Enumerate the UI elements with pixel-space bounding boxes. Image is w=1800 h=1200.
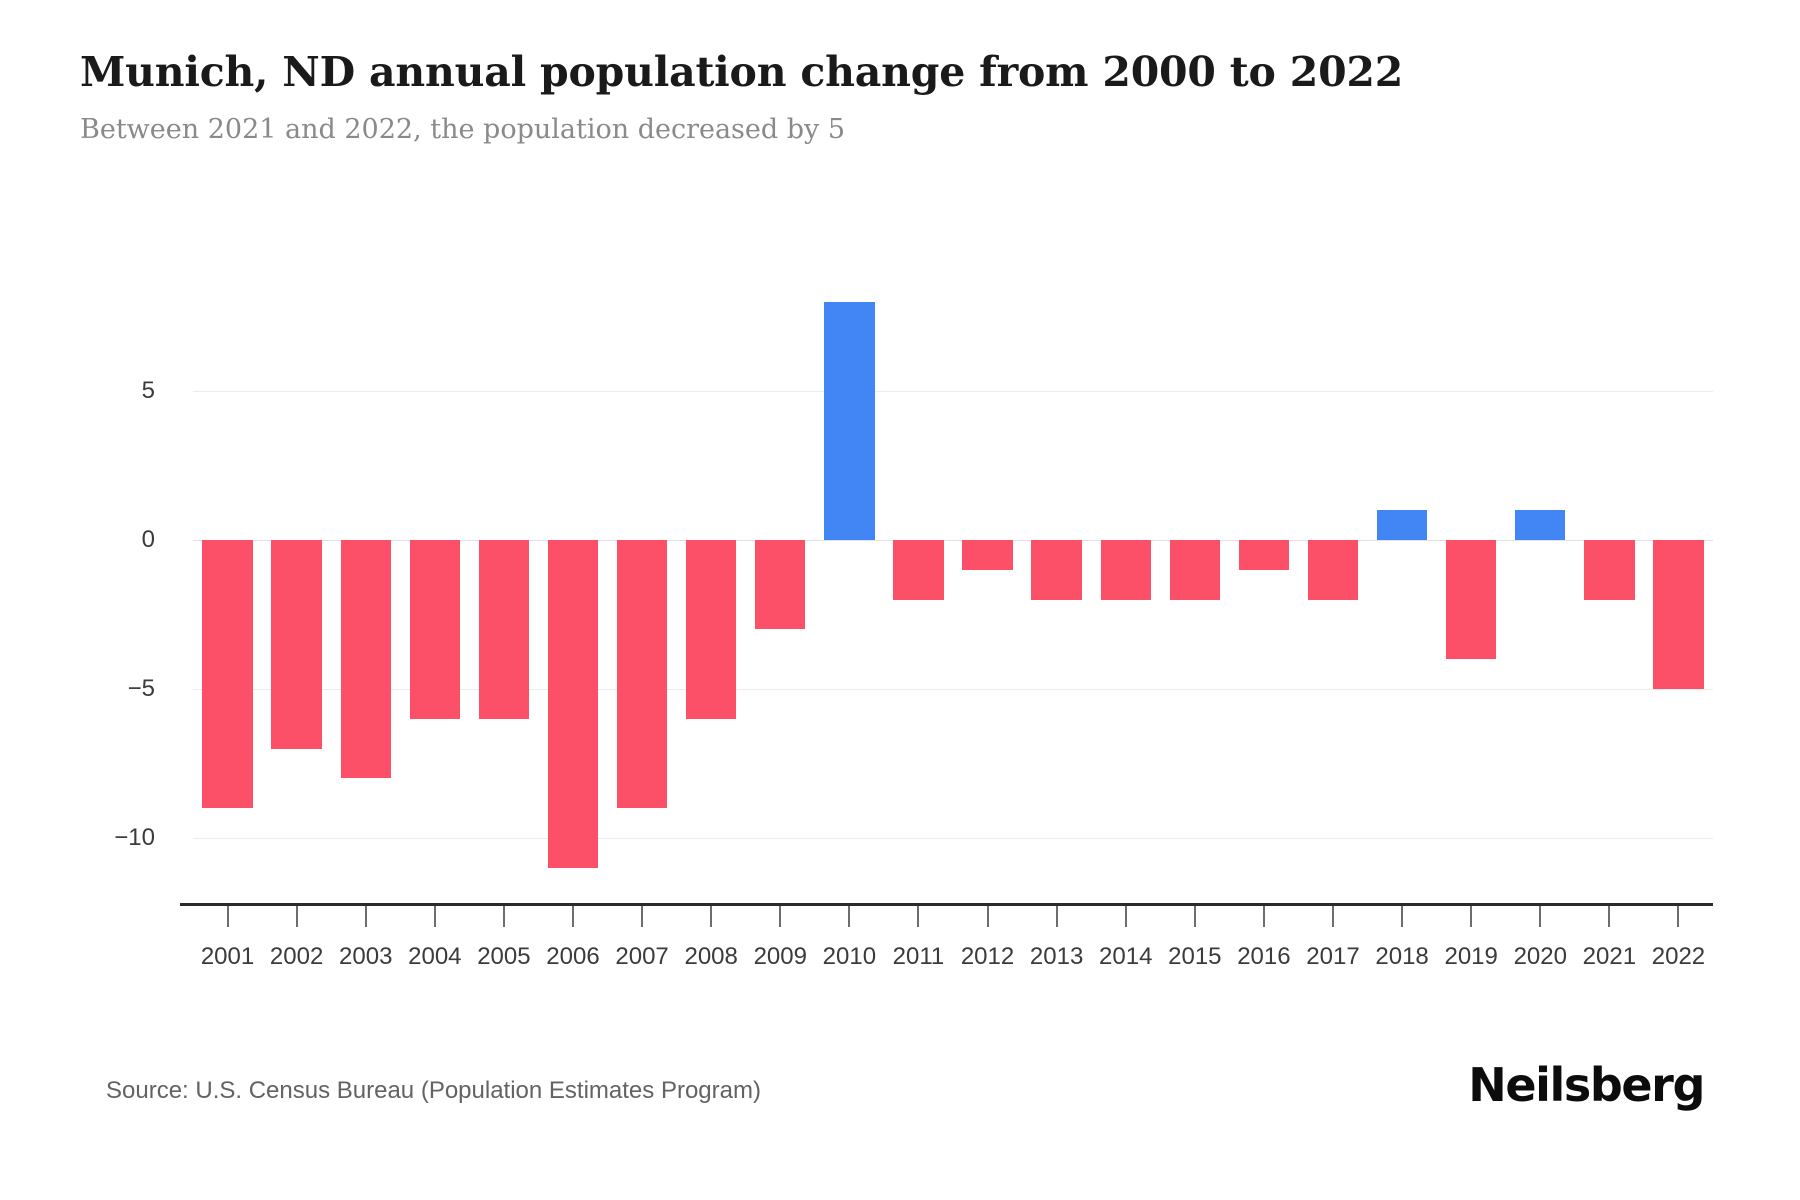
x-axis-tick-label: 2010 <box>822 943 877 970</box>
bar-2015[interactable] <box>1169 540 1221 600</box>
y-axis-tick-label: 0 <box>141 526 155 553</box>
y-axis-tick-label: −5 <box>127 675 155 702</box>
x-axis-tick-label: 2022 <box>1651 943 1706 970</box>
x-axis-tick <box>1262 906 1265 927</box>
bar-2012[interactable] <box>962 540 1013 570</box>
bar-2002[interactable] <box>271 540 322 749</box>
x-axis-tick <box>1055 906 1058 927</box>
bar-2005[interactable] <box>478 540 530 719</box>
source-note: Source: U.S. Census Bureau (Population E… <box>106 1077 761 1104</box>
x-axis-tick <box>1124 906 1127 927</box>
bar-2016[interactable] <box>1238 540 1290 570</box>
chart-subtitle: Between 2021 and 2022, the population de… <box>80 114 846 146</box>
bar-2010[interactable] <box>824 301 875 540</box>
brand-logo: Neilsberg <box>1468 1058 1705 1112</box>
bar-2004[interactable] <box>409 540 461 719</box>
x-axis-tick <box>1539 906 1542 927</box>
bar-2007[interactable] <box>616 540 668 809</box>
x-axis-tick <box>572 906 574 927</box>
zero-baseline <box>193 540 1713 541</box>
gridline <box>193 391 1713 392</box>
x-axis-tick-label: 2020 <box>1513 943 1567 970</box>
bar-2013[interactable] <box>1031 540 1082 600</box>
x-axis-tick-label: 2012 <box>960 943 1015 970</box>
bar-2003[interactable] <box>340 540 391 779</box>
x-axis-tick-label: 2019 <box>1444 943 1498 970</box>
bar-2017[interactable] <box>1307 540 1359 600</box>
x-axis-tick <box>502 906 505 927</box>
x-axis-tick <box>1401 906 1404 927</box>
x-axis-tick <box>917 906 920 927</box>
gridline <box>193 689 1713 690</box>
x-axis-tick <box>1193 906 1196 927</box>
x-axis-tick <box>1677 906 1680 927</box>
x-axis-tick-label: 2015 <box>1168 943 1222 970</box>
x-axis-tick <box>364 906 367 927</box>
x-axis-tick <box>1608 906 1611 927</box>
x-axis-tick-label: 2014 <box>1099 943 1153 970</box>
y-axis-tick-label: −10 <box>114 824 155 851</box>
x-axis-tick <box>986 906 989 927</box>
x-axis-tick-label: 2018 <box>1375 943 1429 970</box>
bar-2006[interactable] <box>547 540 599 868</box>
bar-2019[interactable] <box>1445 540 1497 660</box>
x-axis-line <box>180 903 1713 906</box>
x-axis-tick-label: 2006 <box>546 943 600 970</box>
x-axis-tick <box>1470 906 1473 927</box>
x-axis-tick-label: 2021 <box>1582 943 1637 970</box>
bar-2021[interactable] <box>1584 540 1635 600</box>
chart-header: Munich, ND annual population change from… <box>80 48 1580 147</box>
x-axis-tick <box>295 906 298 927</box>
bar-2020[interactable] <box>1515 510 1566 540</box>
x-axis-tick <box>779 906 782 927</box>
x-axis-tick-label: 2003 <box>339 943 393 970</box>
bar-2001[interactable] <box>202 540 253 809</box>
x-axis-tick-label: 2002 <box>269 943 324 970</box>
x-axis-tick-label: 2001 <box>200 943 255 970</box>
x-axis-tick <box>710 906 713 927</box>
x-axis-tick <box>641 906 644 927</box>
y-axis-tick-label: 5 <box>141 377 155 404</box>
bar-2011[interactable] <box>893 540 944 600</box>
x-axis-tick <box>433 906 436 927</box>
bar-2008[interactable] <box>685 540 737 719</box>
x-axis-tick-label: 2009 <box>753 943 807 970</box>
bar-2009[interactable] <box>755 540 806 630</box>
page-title: Munich, ND annual population change from… <box>80 48 1404 96</box>
x-axis-tick-label: 2008 <box>684 943 738 970</box>
x-axis-tick-label: 2013 <box>1029 943 1084 970</box>
gridline <box>193 838 1713 839</box>
x-axis-tick-label: 2004 <box>408 943 462 970</box>
x-axis-tick-label: 2011 <box>892 943 945 970</box>
x-axis-tick <box>1332 906 1334 927</box>
bar-2018[interactable] <box>1376 510 1428 540</box>
x-axis-tick-label: 2007 <box>615 943 669 970</box>
x-axis-tick-label: 2016 <box>1237 943 1291 970</box>
x-axis-tick-label: 2005 <box>477 943 531 970</box>
x-axis-tick-label: 2017 <box>1306 943 1360 970</box>
x-axis-tick <box>226 906 229 927</box>
bar-2014[interactable] <box>1100 540 1151 600</box>
x-axis-tick <box>848 906 851 927</box>
bar-2022[interactable] <box>1653 540 1704 689</box>
